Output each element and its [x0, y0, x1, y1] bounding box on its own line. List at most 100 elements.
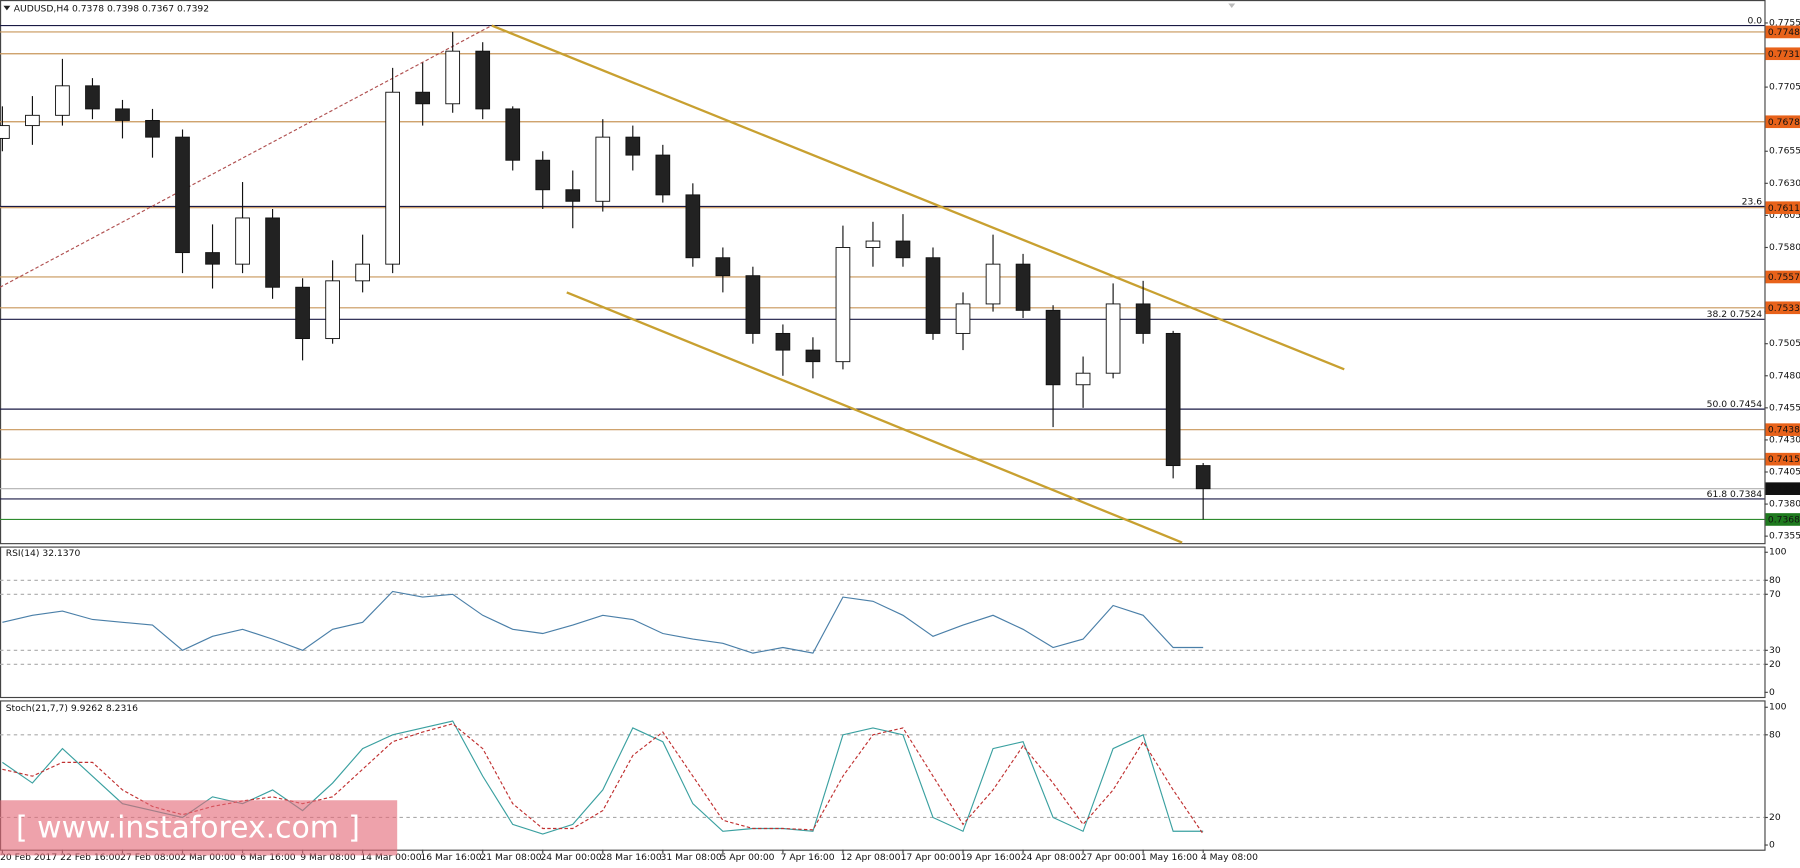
y-tick-label: 0 — [1769, 687, 1775, 698]
y-tick-label: 80 — [1769, 729, 1781, 740]
x-tick-label: 1 May 16:00 — [1141, 852, 1198, 863]
x-tick-label: 6 Mar 16:00 — [240, 852, 296, 863]
level-box — [1765, 423, 1800, 436]
candle-body — [985, 263, 1001, 305]
level-label: 0.7748 — [1768, 27, 1800, 38]
fib-label: 38.2 0.7524 — [1707, 309, 1763, 320]
x-tick-label: 28 Mar 16:00 — [600, 852, 661, 863]
candle-body — [775, 332, 791, 351]
x-tick-label: 14 Mar 00:00 — [360, 852, 421, 863]
candle-body — [745, 275, 761, 334]
y-tick-label: 20 — [1769, 812, 1781, 823]
trend-line — [0, 25, 492, 288]
level-label: 0.7533 — [1768, 303, 1800, 314]
x-tick-label: 22 Feb 16:00 — [60, 852, 120, 863]
level-box — [1765, 301, 1800, 315]
candle-body — [0, 125, 10, 139]
candle-body — [25, 114, 40, 127]
rsi-panel — [0, 546, 1766, 699]
x-tick-label: 19 Apr 16:00 — [961, 852, 1021, 863]
level-box — [1765, 513, 1800, 526]
x-tick-label: 16 Mar 16:00 — [420, 852, 481, 863]
candle-body — [1015, 263, 1031, 311]
level-label: 0.7392 — [1768, 484, 1800, 495]
x-tick-label: 20 Feb 2017 — [0, 852, 57, 863]
y-tick-label: 0 — [1769, 840, 1775, 851]
fib-label: 50.0 0.7454 — [1707, 399, 1763, 410]
level-label: 0.7611 — [1768, 203, 1800, 214]
price-panel — [0, 0, 1766, 545]
candle-body — [235, 217, 250, 265]
indicator-line — [2, 590, 1204, 654]
level-box — [1765, 201, 1800, 215]
stoch-title: Stoch(21,7,7) 9.9262 8.2316 — [6, 703, 138, 714]
level-label: 0.7678 — [1768, 117, 1800, 128]
trend-line — [491, 24, 1345, 371]
x-tick-label: 17 Apr 00:00 — [901, 852, 961, 863]
level-label: 0.7415 — [1768, 454, 1800, 465]
level-label: 0.7557 — [1768, 272, 1800, 283]
level-label: 0.7731 — [1768, 49, 1800, 60]
level-box — [1765, 482, 1800, 495]
candle-body — [1045, 309, 1061, 386]
level-box — [1765, 25, 1800, 39]
candle-body — [895, 240, 911, 259]
fib-label: 61.8 0.7384 — [1707, 489, 1763, 500]
candle-body — [175, 136, 190, 254]
x-tick-label: 24 Mar 00:00 — [540, 852, 601, 863]
candle-body — [565, 189, 581, 202]
level-box — [1765, 47, 1800, 61]
candle-body — [655, 154, 671, 196]
watermark-text: [ www.instaforex.com ] — [16, 810, 360, 845]
rsi-title: RSI(14) 32.1370 — [6, 548, 81, 559]
y-tick-label: 100 — [1769, 702, 1787, 713]
candle-body — [925, 257, 941, 334]
level-label: 0.7368 — [1768, 515, 1800, 526]
y-tick-label: 30 — [1769, 645, 1781, 656]
y-tick-label: 80 — [1769, 575, 1781, 586]
candle-body — [445, 50, 461, 105]
x-tick-label: 24 Apr 08:00 — [1021, 852, 1081, 863]
y-tick-label: 20 — [1769, 659, 1781, 670]
x-tick-label: 27 Apr 00:00 — [1081, 852, 1141, 863]
y-tick-label: 0.7430 — [1769, 434, 1800, 445]
chart-title: AUDUSD,H4 0.7378 0.7398 0.7367 0.7392 — [14, 4, 209, 15]
y-tick-label: 0.7405 — [1769, 466, 1800, 477]
candle-body — [115, 108, 130, 121]
x-tick-label: 5 Apr 00:00 — [721, 852, 775, 863]
candle-body — [1105, 303, 1121, 374]
candle-body — [325, 280, 340, 340]
candle-body — [415, 91, 431, 105]
x-tick-label: 9 Mar 08:00 — [300, 852, 356, 863]
candle-body — [475, 50, 491, 110]
candle-body — [295, 286, 310, 340]
candle-body — [505, 108, 521, 161]
x-tick-label: 27 Feb 08:00 — [120, 852, 180, 863]
candle-body — [685, 194, 701, 259]
candle-body — [805, 349, 821, 363]
y-tick-label: 0.7605 — [1769, 210, 1800, 221]
candle-body — [85, 85, 100, 110]
candle-body — [355, 263, 370, 282]
candle-body — [835, 247, 851, 363]
candle-body — [385, 91, 400, 265]
menu-arrow[interactable] — [3, 5, 11, 11]
shift-marker — [1228, 3, 1236, 9]
candle-body — [145, 119, 160, 138]
y-tick-label: 0.7380 — [1769, 499, 1800, 510]
y-tick-label: 0.7505 — [1769, 338, 1800, 349]
x-tick-label: 4 May 08:00 — [1201, 852, 1258, 863]
level-box — [1765, 452, 1800, 466]
candle-body — [955, 303, 971, 334]
x-tick-label: 7 Apr 16:00 — [781, 852, 835, 863]
candle-body — [535, 159, 551, 191]
candle-body — [715, 257, 731, 277]
candle-body — [865, 240, 881, 248]
x-tick-label: 2 Mar 00:00 — [180, 852, 236, 863]
candle-body — [625, 136, 641, 156]
y-tick-label: 0.7480 — [1769, 370, 1800, 381]
level-box — [1765, 270, 1800, 284]
x-tick-label: 21 Mar 08:00 — [480, 852, 541, 863]
candle-body — [595, 136, 611, 202]
level-label: 0.7438 — [1768, 425, 1800, 436]
